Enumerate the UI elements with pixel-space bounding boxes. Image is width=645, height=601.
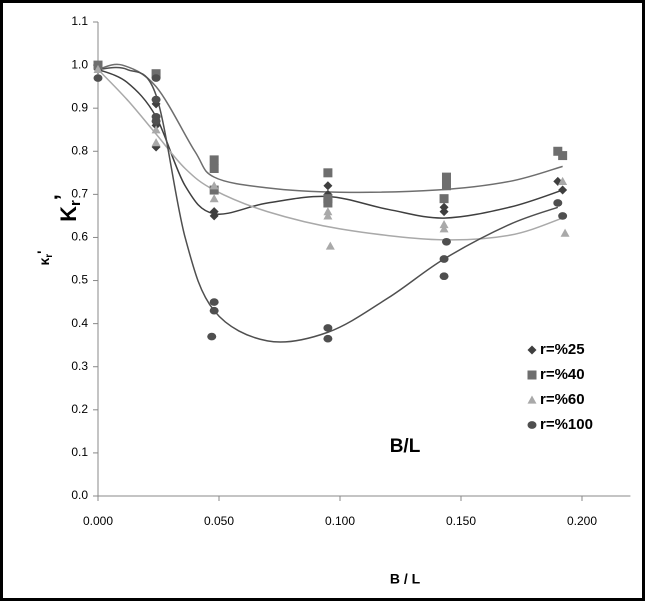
point bbox=[151, 69, 161, 79]
svg-text:Kr’: Kr’ bbox=[50, 194, 84, 222]
y-tick-label: 1.0 bbox=[71, 57, 88, 71]
point bbox=[151, 125, 161, 134]
point bbox=[558, 176, 568, 186]
y-label-sub: r bbox=[67, 200, 84, 206]
legend-label: r=%40 bbox=[540, 366, 585, 383]
y-tick-label: 0.1 bbox=[71, 445, 88, 459]
y-label-main: κ bbox=[36, 258, 52, 266]
point bbox=[209, 298, 219, 306]
point bbox=[439, 220, 449, 229]
point bbox=[325, 241, 335, 250]
annotation: B/L bbox=[390, 436, 421, 457]
point bbox=[439, 202, 449, 212]
y-label-sub: r bbox=[44, 254, 55, 258]
legend-marker bbox=[527, 395, 537, 404]
point bbox=[441, 237, 451, 246]
point bbox=[151, 117, 161, 125]
y-tick-label: 0.2 bbox=[71, 402, 88, 416]
legend-label: r=%60 bbox=[540, 391, 585, 408]
y-label-mark: ’ bbox=[50, 194, 75, 200]
point bbox=[560, 228, 570, 237]
point bbox=[441, 172, 451, 182]
point bbox=[323, 194, 333, 204]
x-axis-label: B / L bbox=[390, 571, 421, 587]
y-label-mark: ' bbox=[34, 250, 50, 253]
x-tick-label: 0.200 bbox=[567, 514, 597, 528]
y-tick-label: 0.6 bbox=[71, 230, 88, 244]
y-tick-label: 0.4 bbox=[71, 316, 88, 330]
point bbox=[323, 334, 333, 343]
legend-label: r=%25 bbox=[540, 341, 585, 358]
point bbox=[441, 181, 451, 191]
point bbox=[93, 64, 103, 73]
trend-line bbox=[97, 68, 563, 241]
point bbox=[558, 185, 568, 195]
y-tick-label: 0.0 bbox=[71, 488, 88, 502]
trend-line bbox=[97, 68, 563, 219]
point bbox=[323, 181, 333, 191]
y-tick-label: 0.3 bbox=[71, 359, 88, 373]
y-tick-label: 1.1 bbox=[71, 14, 88, 28]
x-tick-label: 0.050 bbox=[204, 514, 234, 528]
point bbox=[209, 155, 219, 165]
point bbox=[439, 194, 449, 204]
point bbox=[209, 181, 219, 190]
point bbox=[323, 207, 333, 216]
y-tick-label: 0.9 bbox=[71, 100, 88, 114]
point bbox=[209, 306, 219, 315]
x-tick-label: 0.150 bbox=[446, 514, 476, 528]
y-tick-label: 0.8 bbox=[71, 143, 88, 157]
point bbox=[439, 255, 449, 263]
y-tick-label: 0.5 bbox=[71, 273, 88, 287]
point bbox=[558, 151, 568, 161]
point bbox=[553, 146, 563, 156]
point bbox=[209, 211, 219, 221]
point bbox=[439, 272, 449, 281]
y-label-main: K bbox=[56, 206, 81, 222]
legend-marker bbox=[527, 345, 537, 355]
point bbox=[207, 332, 217, 341]
legend: r=%25 r=%40 r=%60 r=%100 bbox=[527, 341, 593, 433]
point bbox=[323, 168, 333, 178]
y-axis-label-large: Kr’ bbox=[50, 194, 84, 222]
point bbox=[209, 164, 219, 174]
point bbox=[151, 138, 161, 147]
legend-label: r=%100 bbox=[540, 416, 593, 433]
point bbox=[323, 211, 333, 220]
point bbox=[553, 199, 563, 207]
legend-marker bbox=[527, 370, 537, 380]
point bbox=[151, 74, 161, 82]
y-axis-label-small: κr' bbox=[34, 250, 55, 265]
point bbox=[93, 74, 103, 82]
x-tick-label: 0.000 bbox=[83, 514, 113, 528]
trend-line bbox=[97, 66, 559, 343]
svg-text:κr': κr' bbox=[34, 250, 55, 265]
point bbox=[209, 194, 219, 203]
y-tick-label: 0.7 bbox=[71, 187, 88, 201]
point bbox=[439, 224, 449, 233]
point bbox=[151, 95, 161, 104]
x-tick-label: 0.100 bbox=[325, 514, 355, 528]
point bbox=[558, 212, 568, 220]
point bbox=[209, 185, 219, 195]
legend-marker bbox=[527, 421, 537, 429]
point bbox=[323, 324, 333, 332]
